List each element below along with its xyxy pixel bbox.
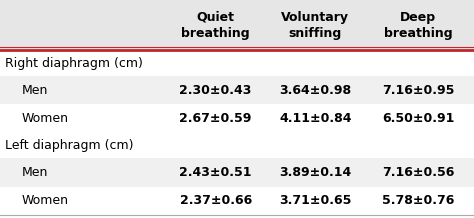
Text: Women: Women	[21, 112, 68, 125]
Text: 3.71±0.65: 3.71±0.65	[279, 194, 351, 207]
Text: 7.16±0.95: 7.16±0.95	[382, 83, 455, 97]
Bar	[0, 76, 474, 104]
Bar	[0, 0, 474, 50]
Text: Men: Men	[21, 166, 48, 179]
Text: 3.89±0.14: 3.89±0.14	[279, 166, 351, 179]
Text: Right diaphragm (cm): Right diaphragm (cm)	[5, 56, 143, 70]
Text: 2.67±0.59: 2.67±0.59	[180, 112, 252, 125]
Text: 5.78±0.76: 5.78±0.76	[382, 194, 455, 207]
Bar	[0, 133, 474, 158]
Text: 6.50±0.91: 6.50±0.91	[382, 112, 455, 125]
Text: Left diaphragm (cm): Left diaphragm (cm)	[5, 139, 133, 152]
Text: 4.11±0.84: 4.11±0.84	[279, 112, 351, 125]
Bar	[0, 104, 474, 133]
Bar	[0, 187, 474, 215]
Bar	[0, 158, 474, 187]
Text: Women: Women	[21, 194, 68, 207]
Text: 2.30±0.43: 2.30±0.43	[180, 83, 252, 97]
Text: 3.64±0.98: 3.64±0.98	[279, 83, 351, 97]
Bar	[0, 50, 474, 76]
Text: Voluntary
sniffing: Voluntary sniffing	[281, 10, 349, 40]
Text: 7.16±0.56: 7.16±0.56	[382, 166, 455, 179]
Text: Quiet
breathing: Quiet breathing	[182, 10, 250, 40]
Text: Deep
breathing: Deep breathing	[384, 10, 453, 40]
Text: 2.43±0.51: 2.43±0.51	[180, 166, 252, 179]
Text: Men: Men	[21, 83, 48, 97]
Text: 2.37±0.66: 2.37±0.66	[180, 194, 252, 207]
